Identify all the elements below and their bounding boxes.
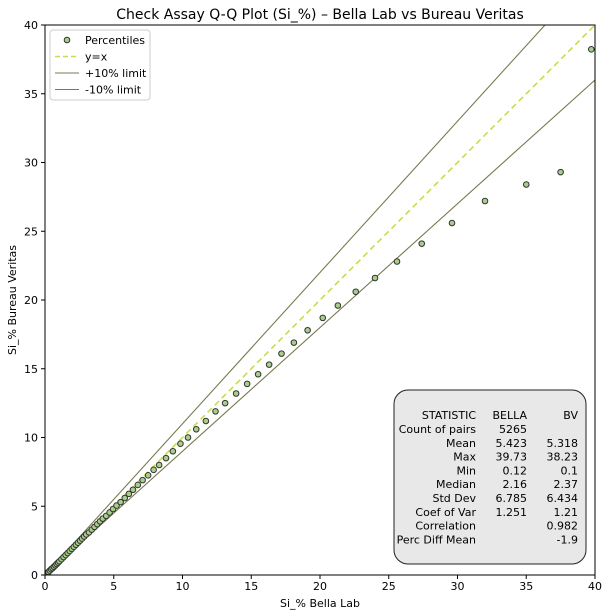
stats-row-label: Max (453, 451, 476, 464)
y-tick-label: 40 (24, 19, 38, 32)
percentile-point (522, 181, 530, 188)
stats-header: STATISTIC (422, 409, 476, 422)
legend-label: -10% limit (85, 84, 142, 97)
legend-label: +10% limit (85, 67, 147, 80)
stats-header: BV (563, 409, 578, 422)
stats-row-label: Correlation (415, 520, 476, 533)
stats-row-label: Perc Diff Mean (397, 533, 476, 546)
percentile-point (144, 472, 152, 479)
stats-row-label: Min (456, 464, 476, 477)
ref-line-10-limit (45, 79, 595, 575)
percentile-point (587, 46, 595, 53)
x-tick-label: 10 (176, 580, 190, 593)
stats-cell: 0.1 (561, 464, 579, 477)
percentile-point (129, 486, 137, 494)
stats-cell: -1.9 (557, 533, 578, 546)
percentile-point (481, 197, 489, 205)
x-tick-label: 20 (313, 580, 327, 593)
y-tick-label: 10 (24, 432, 38, 445)
percentile-point (212, 408, 219, 415)
stats-cell: 6.785 (496, 492, 528, 505)
percentile-point (139, 476, 146, 484)
stats-cell: 6.434 (547, 492, 579, 505)
percentile-point (418, 240, 426, 247)
chart-title: Check Assay Q-Q Plot (Si_%) – Bella Lab … (116, 7, 524, 23)
stats-row-label: Count of pairs (399, 423, 477, 436)
percentile-point (221, 399, 229, 407)
stats-cell: 39.73 (496, 451, 528, 464)
y-tick-label: 30 (24, 157, 38, 170)
stats-cell: 5.318 (547, 437, 579, 450)
percentile-point (393, 258, 401, 265)
percentile-point (117, 498, 124, 506)
ref-line-10-limit (45, 25, 546, 575)
stats-header: BELLA (492, 409, 527, 422)
y-tick-label: 0 (31, 569, 38, 582)
percentile-point (169, 447, 177, 455)
x-tick-label: 15 (244, 580, 258, 593)
percentile-point (232, 390, 240, 397)
stats-cell: 0.12 (503, 464, 528, 477)
x-tick-label: 30 (451, 580, 465, 593)
percentile-point (202, 417, 210, 425)
percentile-point (352, 288, 360, 296)
y-tick-label: 15 (24, 363, 38, 376)
percentile-point (155, 461, 163, 469)
percentile-point (134, 481, 142, 489)
percentile-point (304, 326, 311, 334)
x-tick-label: 0 (42, 580, 49, 593)
legend-label: y=x (85, 51, 108, 64)
percentile-point (334, 302, 342, 309)
stats-box: STATISTIC BELLA BV Count of pairs 5265 Mean 5.… (393, 389, 587, 565)
percentile-point (150, 466, 157, 474)
stats-row-label: Coef of Var (415, 506, 476, 519)
x-axis-label: Si_% Bella Lab (280, 597, 360, 610)
legend: Percentiles y=x +10% limit -10% limit (49, 29, 151, 101)
stats-row-label: Mean (446, 437, 476, 450)
percentile-point (557, 168, 564, 176)
percentile-point (192, 425, 200, 433)
legend-box (49, 29, 151, 101)
percentile-point (254, 370, 262, 378)
percentile-point (448, 219, 456, 227)
stats-cell: 2.37 (554, 478, 579, 491)
y-tick-label: 5 (31, 500, 38, 513)
x-tick-label: 5 (110, 580, 117, 593)
x-tick-label: 25 (382, 580, 396, 593)
legend-label: Percentiles (85, 34, 145, 47)
stats-row-label: Median (436, 478, 476, 491)
stats-cell: 38.23 (547, 451, 579, 464)
percentile-point (278, 350, 285, 357)
y-tick-label: 35 (24, 88, 38, 101)
percentile-point (121, 494, 129, 502)
percentile-point (371, 274, 379, 282)
stats-cell: 1.251 (496, 506, 528, 519)
stats-cell: 1.21 (554, 506, 579, 519)
stats-cell: 5.423 (496, 437, 528, 450)
x-tick-label: 40 (588, 580, 602, 593)
y-tick-label: 20 (24, 294, 38, 307)
y-tick-label: 25 (24, 225, 38, 238)
percentile-point (177, 440, 184, 447)
percentile-point (162, 454, 170, 462)
stats-cell: 2.16 (503, 478, 528, 491)
percentile-point (113, 502, 120, 509)
legend-marker (63, 36, 71, 44)
stats-box-background (393, 389, 587, 565)
stats-cell: 5265 (499, 423, 527, 436)
percentile-point (290, 339, 298, 346)
percentile-point (243, 380, 251, 388)
y-axis-label: Si_% Bureau Veritas (6, 245, 19, 355)
x-tick-label: 35 (519, 580, 533, 593)
stats-row-label: Std Dev (432, 492, 476, 505)
percentile-point (184, 434, 192, 441)
percentile-point (125, 490, 133, 498)
stats-cell: 0.982 (547, 520, 579, 533)
percentile-point (265, 361, 273, 368)
percentile-point (319, 314, 327, 322)
